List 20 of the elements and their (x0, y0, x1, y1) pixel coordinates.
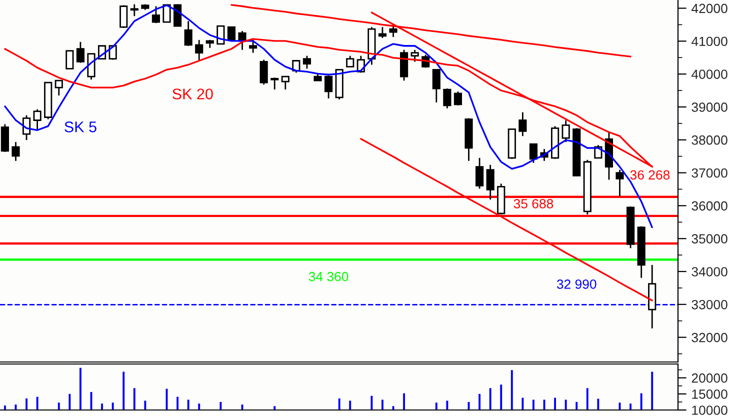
y-tick-label: 36000 (692, 201, 728, 211)
y-tick-label: 10000 (692, 406, 728, 415)
series-label: SK 20 (172, 88, 213, 100)
y-tick-label: 39000 (692, 102, 728, 112)
y-tick-label: 32000 (692, 332, 728, 342)
y-tick-label: 20000 (692, 373, 728, 383)
y-tick-label: 40000 (691, 70, 728, 79)
ref-line-label: 34 360 (308, 272, 348, 282)
y-tick-label: 35000 (692, 234, 728, 244)
y-tick-label: 38000 (692, 135, 728, 145)
ref-line-label: 36 268 (630, 170, 670, 180)
ref-line-label: 32 990 (556, 279, 596, 289)
y-tick-label: 15000 (692, 389, 728, 399)
ref-line-label: 35 688 (514, 199, 554, 208)
y-tick-label: 33000 (692, 300, 728, 310)
y-tick-label: 34000 (692, 267, 728, 276)
y-tick-label: 42000 (691, 4, 728, 14)
y-tick-label: 41000 (691, 36, 728, 46)
y-tick-label: 37000 (692, 168, 728, 178)
series-label: SK 5 (64, 122, 96, 132)
